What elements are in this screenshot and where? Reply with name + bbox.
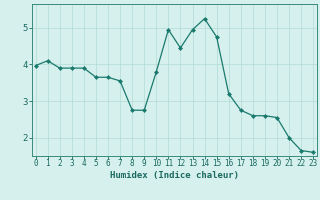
X-axis label: Humidex (Indice chaleur): Humidex (Indice chaleur) — [110, 171, 239, 180]
